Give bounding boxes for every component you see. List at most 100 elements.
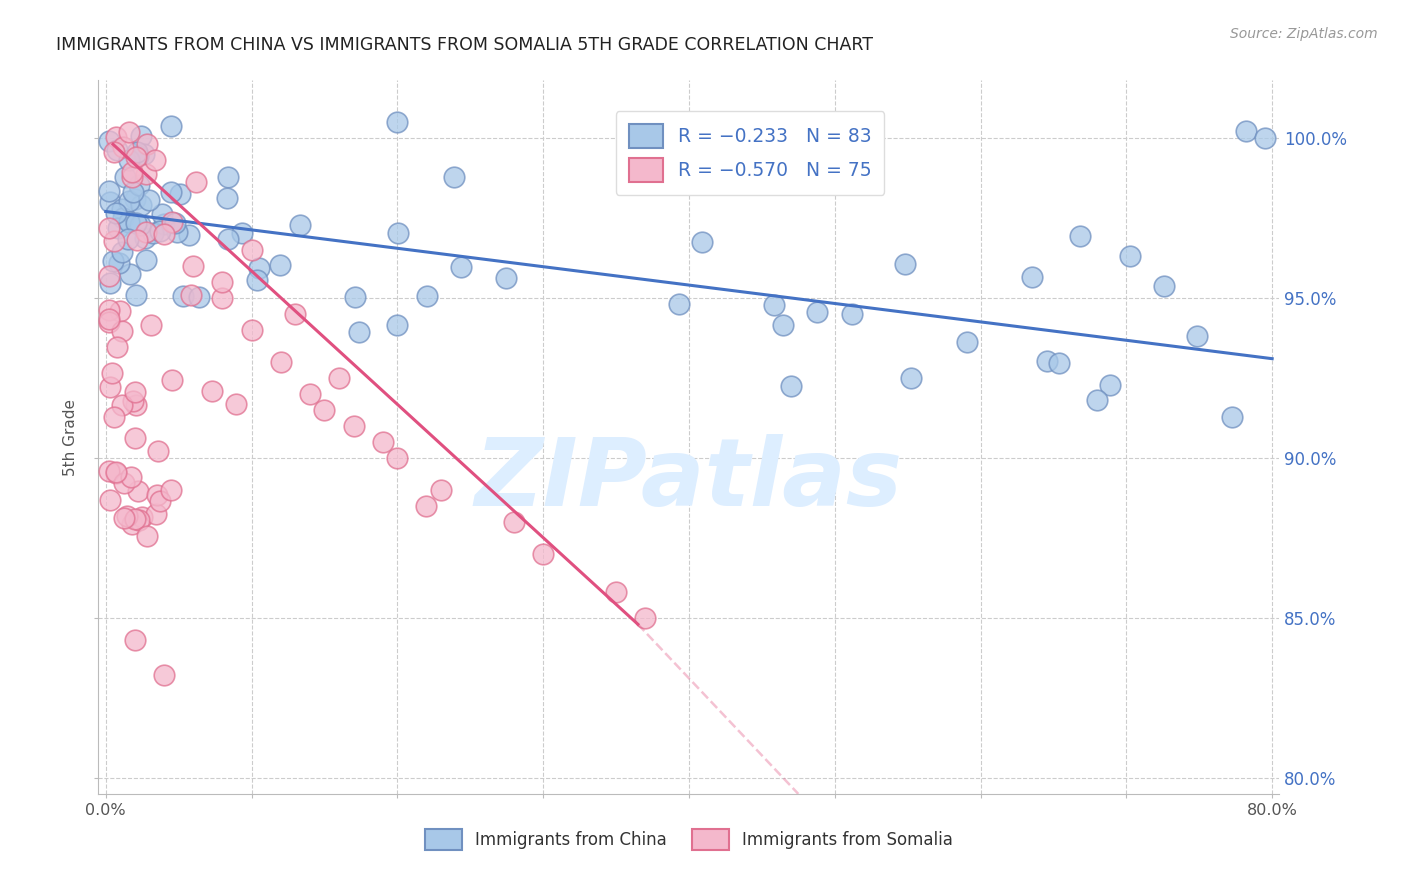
Point — [114, 169, 136, 184]
Point — [129, 129, 152, 144]
Point — [200, 384, 222, 398]
Point — [605, 585, 627, 599]
Point — [107, 221, 129, 235]
Point — [98, 493, 121, 508]
Point — [120, 267, 142, 281]
Point — [134, 231, 156, 245]
Point — [112, 511, 135, 525]
Point — [122, 185, 145, 199]
Point — [269, 258, 291, 272]
Point — [117, 232, 139, 246]
Point — [247, 260, 270, 275]
Point — [634, 611, 657, 625]
Point — [112, 211, 135, 225]
Point — [124, 633, 146, 648]
Point — [841, 307, 863, 321]
Point — [98, 276, 121, 290]
Point — [160, 373, 183, 387]
Point — [1153, 278, 1175, 293]
Point — [124, 385, 146, 400]
Point — [181, 259, 204, 273]
Point — [1119, 249, 1142, 263]
Point — [298, 387, 321, 401]
Point — [806, 305, 828, 319]
Point — [172, 289, 194, 303]
Point — [111, 398, 134, 412]
Point — [105, 466, 128, 480]
Point — [104, 206, 127, 220]
Point — [344, 290, 367, 304]
Point — [112, 476, 135, 491]
Point — [125, 145, 148, 159]
Point — [450, 260, 472, 274]
Point — [115, 509, 138, 524]
Point — [135, 528, 157, 542]
Point — [97, 269, 120, 284]
Point — [1098, 378, 1121, 392]
Point — [169, 186, 191, 201]
Point — [101, 366, 124, 380]
Text: IMMIGRANTS FROM CHINA VS IMMIGRANTS FROM SOMALIA 5TH GRADE CORRELATION CHART: IMMIGRANTS FROM CHINA VS IMMIGRANTS FROM… — [56, 36, 873, 54]
Point — [125, 287, 148, 301]
Point — [166, 225, 188, 239]
Point — [125, 233, 148, 247]
Point — [118, 194, 141, 208]
Point — [1036, 353, 1059, 368]
Point — [1234, 124, 1257, 138]
Point — [900, 371, 922, 385]
Point — [139, 318, 162, 332]
Point — [149, 224, 172, 238]
Point — [121, 169, 143, 184]
Point — [956, 334, 979, 349]
Point — [153, 668, 176, 682]
Point — [97, 302, 120, 317]
Point — [160, 215, 183, 229]
Point — [1187, 328, 1209, 343]
Point — [124, 431, 146, 445]
Point — [143, 153, 166, 167]
Point — [97, 315, 120, 329]
Point — [124, 512, 146, 526]
Point — [129, 218, 152, 232]
Point — [121, 393, 143, 408]
Point — [349, 325, 371, 339]
Point — [97, 464, 120, 478]
Legend: Immigrants from China, Immigrants from Somalia: Immigrants from China, Immigrants from S… — [419, 822, 959, 857]
Point — [342, 418, 364, 433]
Point — [1087, 393, 1109, 408]
Point — [780, 378, 803, 392]
Point — [98, 184, 121, 198]
Point — [150, 207, 173, 221]
Point — [104, 466, 127, 480]
Point — [103, 145, 125, 160]
Point — [211, 291, 233, 305]
Point — [217, 232, 239, 246]
Y-axis label: 5th Grade: 5th Grade — [63, 399, 79, 475]
Point — [284, 307, 307, 321]
Point — [138, 193, 160, 207]
Point — [225, 397, 247, 411]
Point — [135, 253, 157, 268]
Point — [152, 217, 174, 231]
Point — [97, 220, 120, 235]
Point — [187, 290, 209, 304]
Point — [146, 488, 169, 502]
Point — [127, 149, 149, 163]
Point — [893, 257, 915, 271]
Point — [101, 254, 124, 268]
Point — [416, 289, 439, 303]
Point — [762, 298, 785, 312]
Point — [180, 287, 202, 301]
Point — [177, 227, 200, 242]
Point — [328, 371, 350, 385]
Point — [430, 483, 453, 497]
Point — [103, 409, 125, 424]
Point — [163, 216, 186, 230]
Point — [136, 137, 159, 152]
Point — [97, 134, 120, 148]
Point — [118, 153, 141, 168]
Point — [153, 227, 176, 241]
Point — [443, 169, 465, 184]
Point — [1254, 131, 1277, 145]
Point — [124, 192, 146, 206]
